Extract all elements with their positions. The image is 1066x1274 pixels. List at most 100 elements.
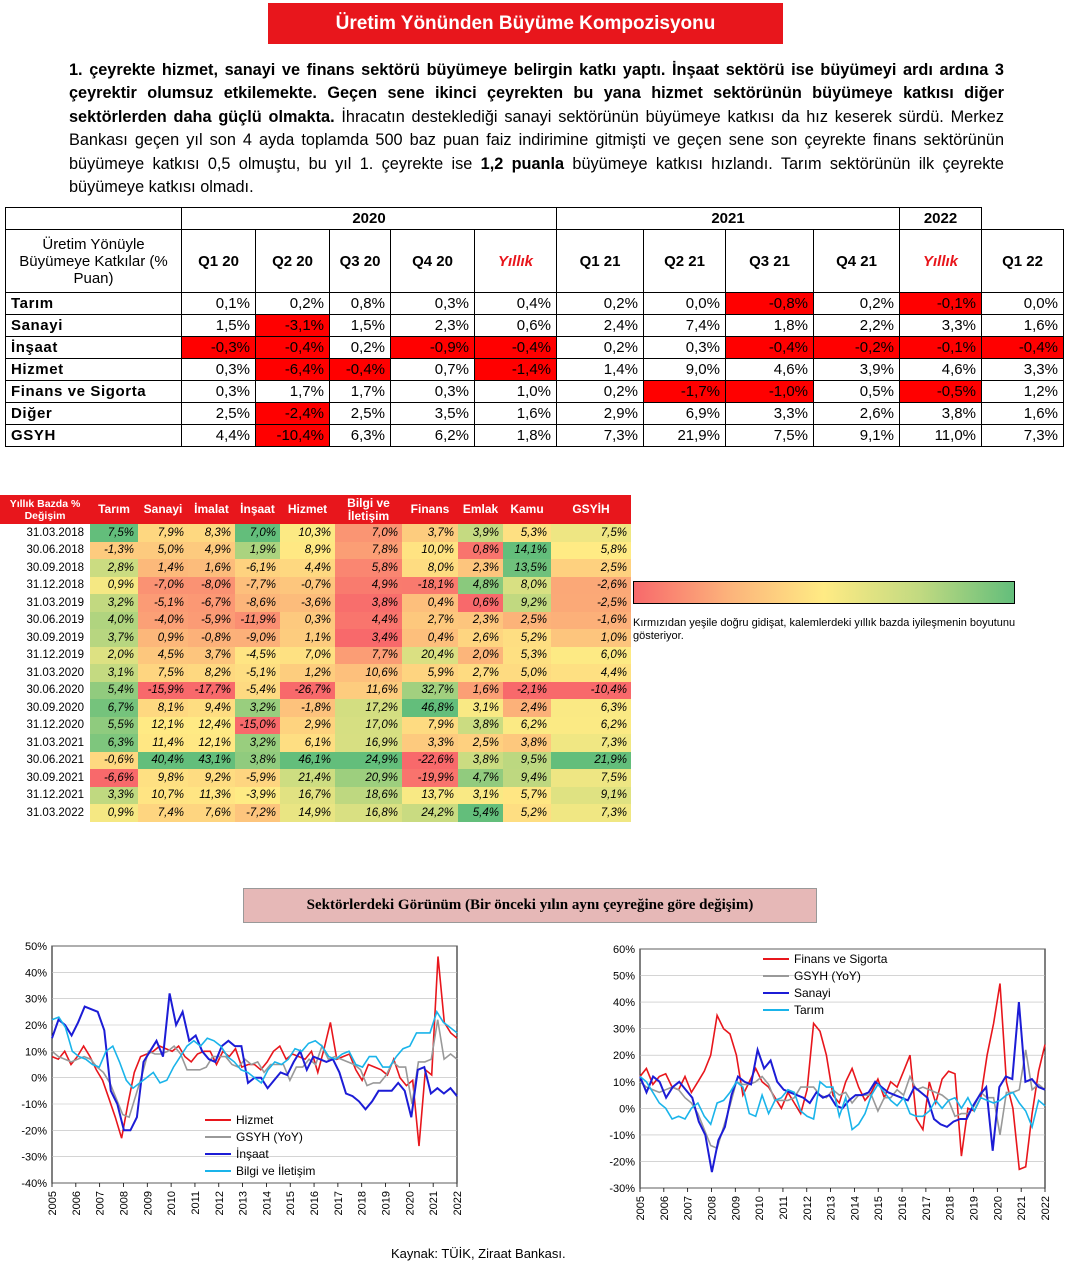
- heatmap-date: 30.09.2019: [0, 629, 90, 647]
- heatmap-cell: -6,1%: [235, 559, 280, 577]
- heatmap-cell: 12,1%: [188, 734, 235, 752]
- heatmap-cell: 6,7%: [90, 699, 138, 717]
- heatmap-date: 31.12.2020: [0, 716, 90, 734]
- heatmap-cell: 9,1%: [551, 786, 631, 804]
- heatmap-cell: 2,8%: [90, 559, 138, 577]
- heatmap-cell: 7,4%: [138, 804, 188, 822]
- table-cell: 0,3%: [643, 336, 726, 359]
- heatmap-cell: 4,0%: [90, 611, 138, 629]
- series-line: [639, 983, 1046, 1171]
- x-tick-label: 2015: [873, 1196, 885, 1220]
- table-cell: 1,6%: [474, 402, 557, 425]
- heatmap-cell: 0,9%: [138, 629, 188, 647]
- x-tick-label: 2009: [730, 1196, 742, 1220]
- heatmap-cell: 9,2%: [503, 594, 551, 612]
- heatmap-cell: -8,6%: [235, 594, 280, 612]
- series-line: [51, 1009, 458, 1090]
- table-cell: 0,7%: [390, 358, 475, 381]
- heatmap-cell: 1,0%: [551, 629, 631, 647]
- heatmap-cell: 5,8%: [335, 559, 402, 577]
- heatmap-date: 31.03.2021: [0, 734, 90, 752]
- y-tick-label: 10%: [25, 1046, 47, 1058]
- table-cell: 0,3%: [181, 358, 256, 381]
- table-cell: 1,5%: [181, 314, 256, 337]
- table-row: Hizmet 0,3% -6,4% -0,4% 0,7% -1,4% 1,4% 9,0% 4,6…: [5, 358, 1064, 381]
- heatmap-cell: -0,6%: [90, 751, 138, 769]
- heatmap-cell: 3,2%: [235, 734, 280, 752]
- x-tick-label: 2017: [333, 1191, 345, 1215]
- x-tick-label: 2014: [849, 1196, 861, 1220]
- contribution-table: 2020 2021 2022 Üretim Yönüyle Büyümeye Katk…: [5, 207, 1064, 447]
- heatmap-cell: -15,9%: [138, 681, 188, 699]
- heatmap-column-header: Hizmet: [280, 495, 335, 524]
- table-cell: 3,5%: [390, 402, 475, 425]
- column-header: Q3 21: [725, 229, 814, 293]
- table-cell: 3,3%: [899, 314, 982, 337]
- table-cell: -2,4%: [255, 402, 330, 425]
- heatmap-cell: -10,4%: [551, 681, 631, 699]
- heatmap-cell: -7,0%: [138, 576, 188, 594]
- table-cell: 1,7%: [255, 380, 330, 403]
- table-cell: 0,2%: [813, 292, 900, 315]
- heatmap-cell: 11,3%: [188, 786, 235, 804]
- heatmap-cell: 7,3%: [551, 734, 631, 752]
- table-cell: -0,1%: [899, 336, 982, 359]
- heatmap-cell: 9,2%: [188, 769, 235, 787]
- x-tick-label: 2022: [1040, 1196, 1052, 1220]
- year-corner: [5, 207, 182, 230]
- heatmap-cell: -6,7%: [188, 594, 235, 612]
- column-header: Yıllık: [474, 229, 557, 293]
- x-tick-label: 2022: [452, 1191, 464, 1215]
- heatmap-cell: 3,1%: [90, 664, 138, 682]
- table-cell: 4,4%: [181, 424, 256, 447]
- y-tick-label: -30%: [609, 1183, 635, 1195]
- table-cell: 1,4%: [556, 358, 644, 381]
- y-tick-label: -10%: [21, 1099, 47, 1111]
- heatmap-corner: Yıllık Bazda % Değişim: [0, 495, 90, 524]
- heatmap-cell: -5,1%: [138, 594, 188, 612]
- x-tick-label: 2011: [778, 1196, 790, 1220]
- table-row: Tarım 0,1% 0,2% 0,8% 0,3% 0,4% 0,2% 0,0% -0,8% 0,…: [5, 292, 1064, 315]
- heatmap-cell: 10,6%: [335, 664, 402, 682]
- heatmap-cell: 3,2%: [235, 699, 280, 717]
- x-tick-label: 2007: [683, 1196, 695, 1220]
- x-tick-label: 2013: [826, 1196, 838, 1220]
- heatmap-cell: 7,6%: [188, 804, 235, 822]
- x-tick-label: 2017: [921, 1196, 933, 1220]
- heatmap-cell: 7,9%: [402, 716, 458, 734]
- table-cell: -0,1%: [899, 292, 982, 315]
- table-cell: -1,4%: [474, 358, 557, 381]
- heatmap-cell: 2,5%: [551, 559, 631, 577]
- heatmap-cell: 5,2%: [503, 804, 551, 822]
- heatmap-date: 31.12.2019: [0, 646, 90, 664]
- table-cell: 7,4%: [643, 314, 726, 337]
- column-header: Q3 20: [329, 229, 391, 293]
- y-tick-label: 30%: [25, 994, 47, 1006]
- heatmap-cell: 8,1%: [138, 699, 188, 717]
- table-cell: 6,2%: [390, 424, 475, 447]
- heatmap-cell: -5,9%: [188, 611, 235, 629]
- heatmap-date: 30.09.2018: [0, 559, 90, 577]
- table-cell: 2,5%: [329, 402, 391, 425]
- table-cell: 0,2%: [556, 380, 644, 403]
- y-tick-label: 60%: [613, 944, 635, 956]
- heatmap-cell: 11,4%: [138, 734, 188, 752]
- heatmap-row: 30.06.2021 -0,6% 40,4% 43,1% 3,8% 46,1% 24,9% -…: [0, 751, 631, 769]
- page-title: Üretim Yönünden Büyüme Kompozisyonu: [268, 3, 783, 44]
- heatmap-cell: 3,1%: [458, 786, 503, 804]
- heatmap-cell: 2,7%: [458, 664, 503, 682]
- heatmap-cell: 3,8%: [458, 716, 503, 734]
- heatmap-cell: 7,7%: [335, 646, 402, 664]
- column-header: Q1 20: [181, 229, 256, 293]
- row-label: Tarım: [5, 292, 182, 315]
- heatmap-row: 31.03.2018 7,5% 7,9% 8,3% 7,0% 10,3% 7,0% 3,7% 3…: [0, 524, 631, 542]
- x-tick-label: 2018: [945, 1196, 957, 1220]
- heatmap-cell: 0,9%: [90, 576, 138, 594]
- heatmap-cell: 10,3%: [280, 524, 335, 542]
- heatmap-cell: -19,9%: [402, 769, 458, 787]
- heatmap-cell: 4,4%: [335, 611, 402, 629]
- heatmap-cell: -1,6%: [551, 611, 631, 629]
- heatmap-row: 30.09.2021 -6,6% 9,8% 9,2% -5,9% 21,4% 20,9% -1…: [0, 769, 631, 787]
- heatmap-cell: 6,3%: [551, 699, 631, 717]
- heatmap-date: 30.06.2021: [0, 751, 90, 769]
